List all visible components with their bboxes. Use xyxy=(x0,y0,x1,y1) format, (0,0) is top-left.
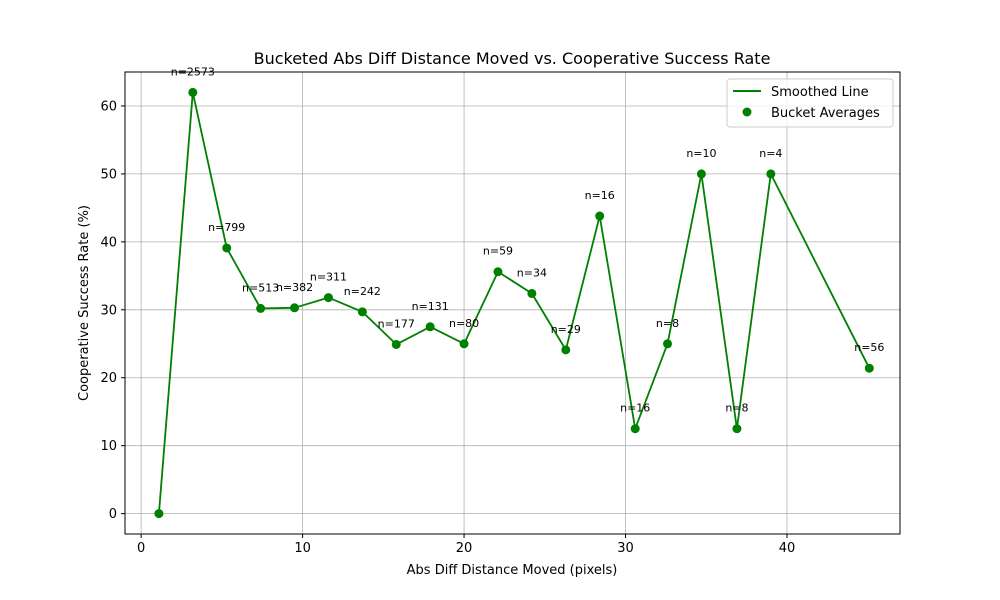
grid xyxy=(125,72,900,534)
plot-frame xyxy=(124,71,901,535)
bucket-average-point xyxy=(459,339,469,349)
count-annotation: n=799 xyxy=(208,221,245,234)
y-axis-label: Cooperative Success Rate (%) xyxy=(77,205,92,401)
legend: Smoothed Line Bucket Averages xyxy=(726,78,894,128)
bucket-average-point xyxy=(493,267,503,277)
bucket-average-point xyxy=(561,345,571,355)
count-annotation: n=10 xyxy=(686,147,716,160)
x-tick-label: 40 xyxy=(779,541,796,556)
bucket-average-point xyxy=(256,303,266,313)
bucket-average-point xyxy=(425,322,435,332)
bucket-average-point xyxy=(222,243,232,253)
y-tick-label: 40 xyxy=(100,235,117,250)
y-tick-label: 10 xyxy=(100,439,117,454)
count-annotation: n=177 xyxy=(378,317,415,330)
count-annotation: n=16 xyxy=(620,402,650,415)
x-tick-label: 10 xyxy=(294,541,311,556)
annotations: n=2573n=799n=513n=382n=311n=242n=177n=13… xyxy=(171,65,885,414)
legend-entry-bucket-averages: Bucket Averages xyxy=(771,106,880,121)
x-tick-label: 30 xyxy=(617,541,634,556)
legend-entry-smoothed-line: Smoothed Line xyxy=(771,85,869,100)
bucket-average-point xyxy=(323,293,333,303)
count-annotation: n=29 xyxy=(551,323,581,336)
x-axis-ticks: 0 10 20 30 40 xyxy=(137,534,795,556)
series-line-smoothed xyxy=(158,91,871,514)
bucket-average-point xyxy=(391,339,401,349)
count-annotation: n=59 xyxy=(483,245,513,258)
bucket-average-point xyxy=(290,303,300,313)
y-tick-label: 60 xyxy=(100,99,117,114)
x-tick-label: 20 xyxy=(456,541,473,556)
count-annotation: n=4 xyxy=(759,147,782,160)
count-annotation: n=8 xyxy=(725,402,748,415)
legend-box xyxy=(726,78,894,128)
legend-marker-swatch xyxy=(742,107,752,117)
bucket-average-point xyxy=(766,169,776,179)
bucket-average-point xyxy=(696,169,706,179)
y-tick-label: 20 xyxy=(100,371,117,386)
y-tick-label: 0 xyxy=(109,507,117,522)
bucket-average-point xyxy=(357,307,367,317)
bucket-average-point xyxy=(732,424,742,434)
count-annotation: n=80 xyxy=(449,317,479,330)
bucket-average-point xyxy=(188,87,198,97)
y-axis-ticks: 0 10 20 30 40 50 60 xyxy=(100,99,125,522)
bucket-average-point xyxy=(154,509,164,519)
bucket-average-point xyxy=(527,288,537,298)
y-tick-label: 50 xyxy=(100,167,117,182)
count-annotation: n=513 xyxy=(242,281,279,294)
count-annotation: n=56 xyxy=(854,341,884,354)
count-annotation: n=242 xyxy=(344,285,381,298)
bucket-average-point xyxy=(864,363,874,373)
count-annotation: n=34 xyxy=(517,266,547,279)
bucket-average-point xyxy=(630,424,640,434)
count-annotation: n=16 xyxy=(585,189,615,202)
chart-title: Bucketed Abs Diff Distance Moved vs. Coo… xyxy=(254,49,771,68)
bucket-average-point xyxy=(663,339,672,349)
count-annotation: n=382 xyxy=(276,281,313,294)
x-tick-label: 0 xyxy=(137,541,145,556)
count-annotation: n=131 xyxy=(412,300,449,313)
y-tick-label: 30 xyxy=(100,303,117,318)
x-axis-label: Abs Diff Distance Moved (pixels) xyxy=(407,563,618,578)
count-annotation: n=8 xyxy=(656,317,679,330)
count-annotation: n=311 xyxy=(310,271,347,284)
bucket-average-point xyxy=(595,211,605,221)
plot-series xyxy=(154,87,874,519)
